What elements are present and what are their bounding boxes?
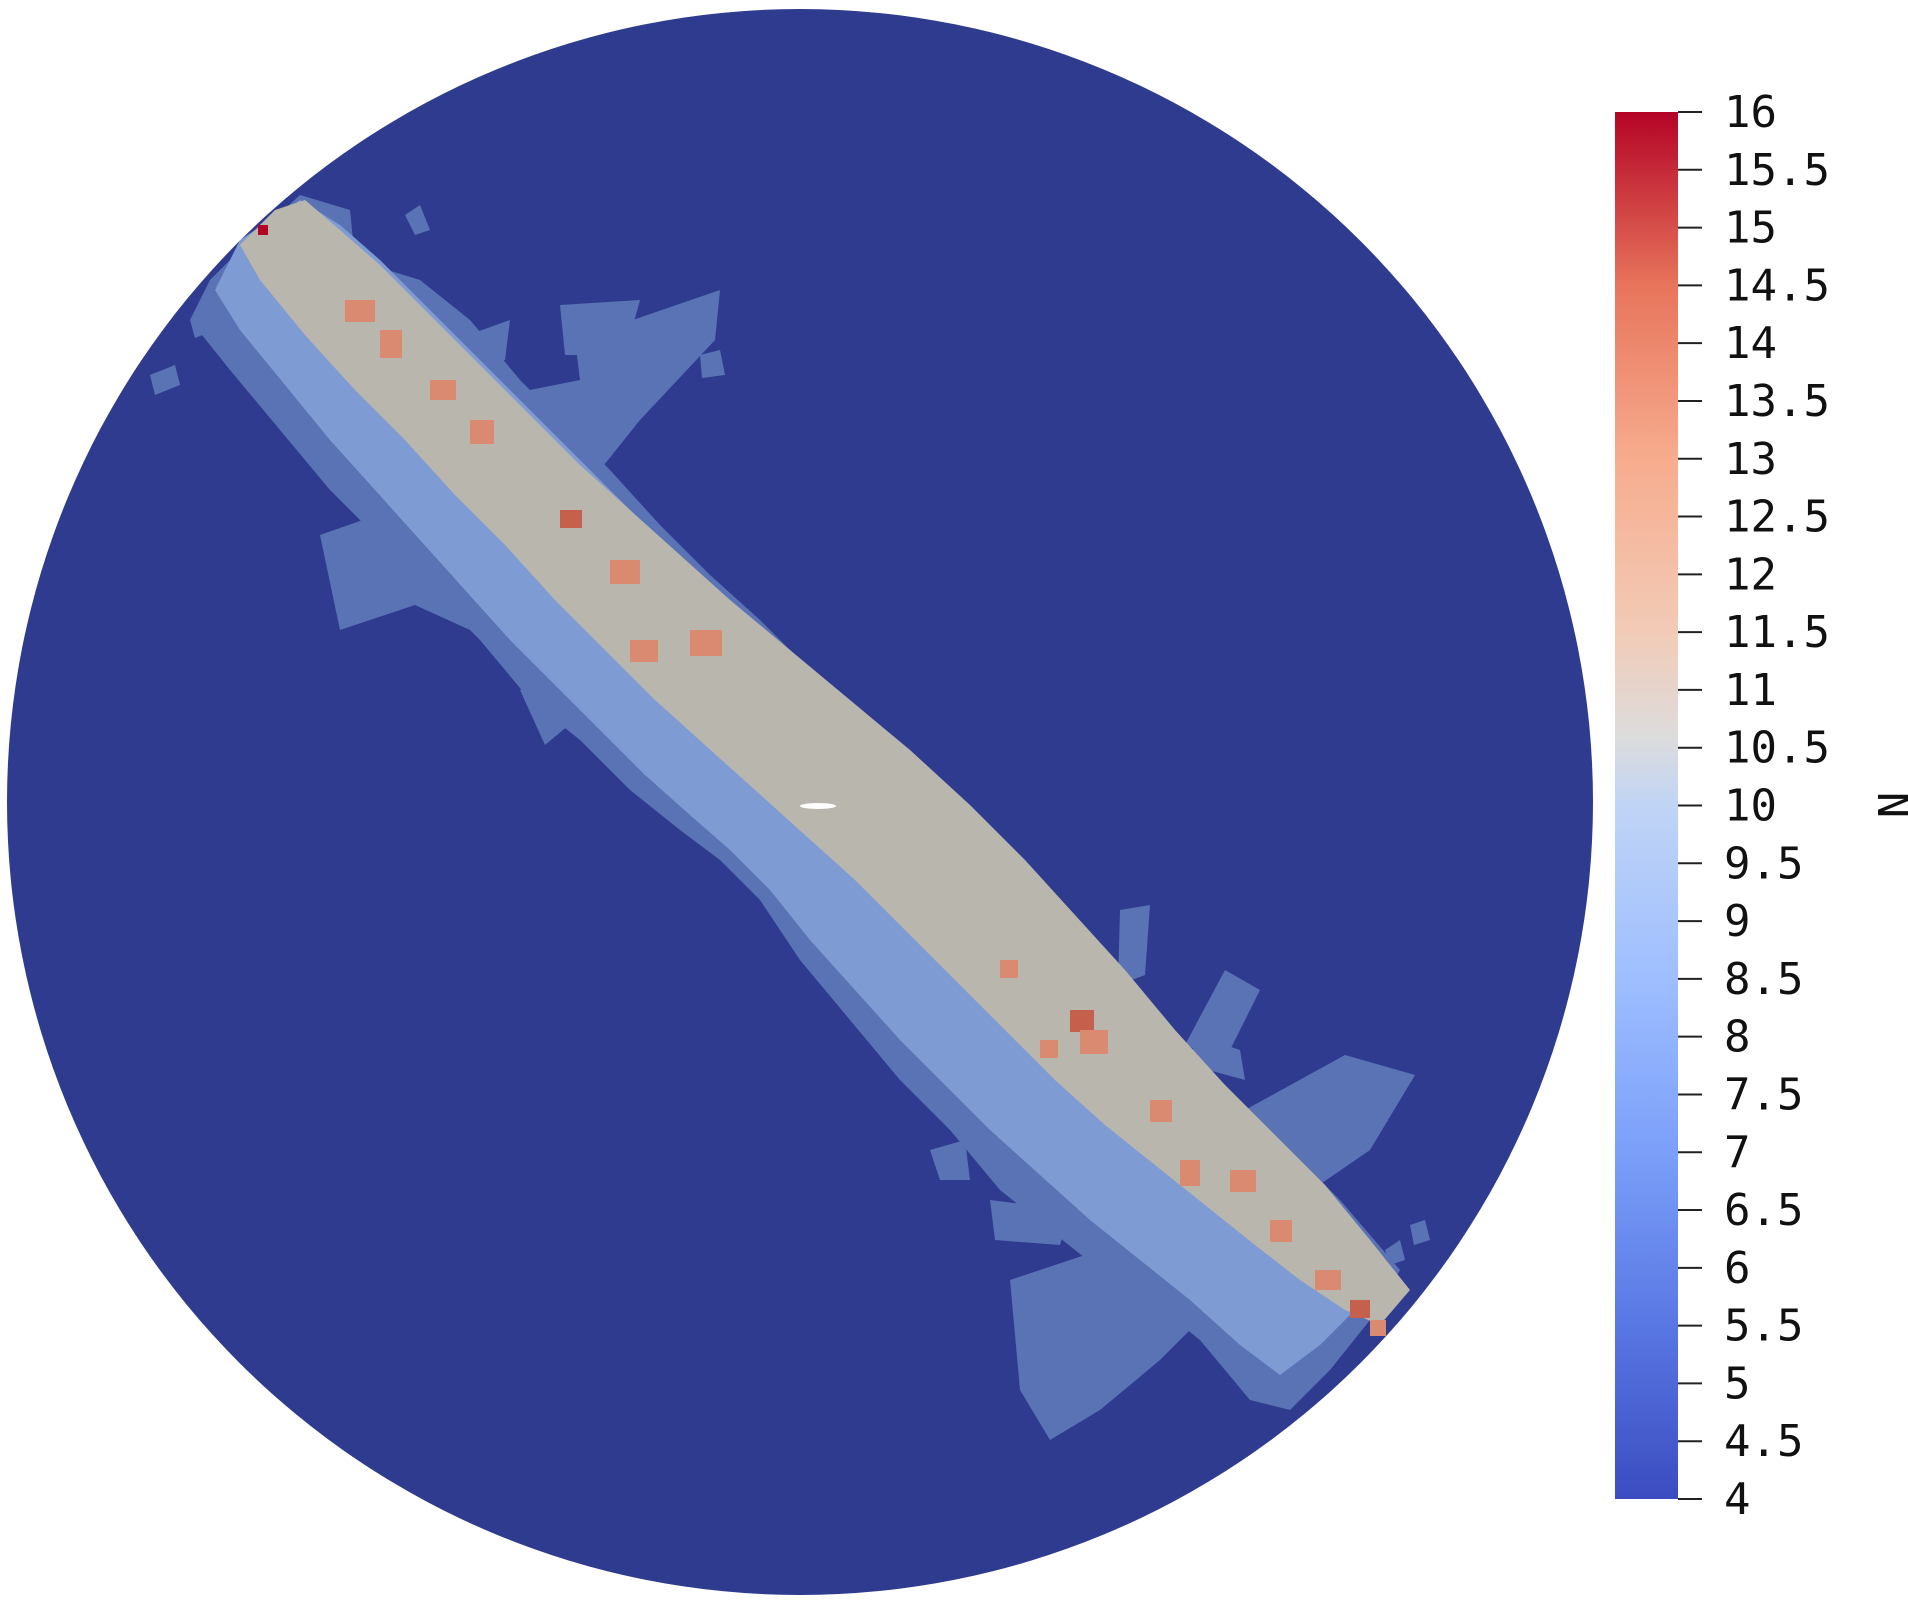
- disk-field: [7, 9, 1593, 1595]
- colorbar-tick-label: 7: [1724, 1127, 1751, 1178]
- hot-spot: [430, 380, 456, 400]
- colorbar-title: N: [1867, 792, 1908, 819]
- colorbar-tick-label: 5: [1724, 1358, 1751, 1409]
- colorbar-tick-label: 12: [1724, 549, 1777, 600]
- halo-patch: [1118, 905, 1150, 985]
- halo-patch: [1185, 970, 1260, 1060]
- hot-spot: [1080, 1030, 1108, 1054]
- colorbar-tick-label: 4.5: [1724, 1416, 1803, 1467]
- refinement-band: [240, 200, 1410, 1325]
- colorbar-tick-label: 13.5: [1724, 376, 1830, 427]
- airfoil-hole: [800, 803, 836, 809]
- colorbar-tick-label: 16: [1724, 87, 1777, 138]
- hot-spot: [1070, 1010, 1094, 1032]
- halo-patch: [405, 205, 430, 235]
- hot-spot: [1370, 1320, 1386, 1336]
- colorbar-tick-label: 15.5: [1724, 145, 1830, 196]
- colorbar-tick-label: 9.5: [1724, 838, 1803, 889]
- halo-patch: [700, 350, 725, 378]
- hot-spot: [560, 510, 582, 528]
- colorbar-tick-label: 10.5: [1724, 723, 1830, 774]
- halo-patch: [930, 1140, 970, 1180]
- colorbar-tick-label: 5.5: [1724, 1301, 1803, 1352]
- hot-spot: [258, 225, 268, 235]
- hot-spot: [1230, 1170, 1256, 1192]
- colorbar-tick-label: 12.5: [1724, 492, 1830, 543]
- hot-spot: [690, 630, 722, 656]
- colorbar-tick-label: 4: [1724, 1474, 1751, 1525]
- colorbar-tick-label: 11.5: [1724, 607, 1830, 658]
- colorbar-tick-label: 7.5: [1724, 1069, 1803, 1120]
- colorbar-tick-label: 8: [1724, 1012, 1751, 1063]
- colorbar-tick-label: 13: [1724, 434, 1777, 485]
- colorbar-tick-label: 9: [1724, 896, 1751, 947]
- colorbar-tick-label: 10: [1724, 781, 1777, 832]
- hot-spot: [1180, 1160, 1200, 1186]
- colorbar-tick-label: 14.5: [1724, 260, 1830, 311]
- halo-patch: [150, 365, 180, 395]
- halo-patch: [560, 300, 640, 355]
- colorbar-tick-label: 15: [1724, 203, 1777, 254]
- hot-spots: [258, 225, 1386, 1336]
- colorbar-tick-label: 11: [1724, 665, 1777, 716]
- hot-spot: [470, 420, 494, 444]
- colorbar-tick-label: 6: [1724, 1243, 1751, 1294]
- refined-region: [150, 195, 1430, 1440]
- colorbar-ticks: 16 15.5 15 14.5 14 13.5 13 12.5 12 11.5 11 10.5 10 9.…: [1678, 87, 1830, 1525]
- hot-spot: [630, 640, 658, 662]
- colorbar: 16 15.5 15 14.5 14 13.5 13 12.5 12 11.5 11 10.5 10 9.…: [1615, 87, 1908, 1525]
- colorbar-tick-label: 6.5: [1724, 1185, 1803, 1236]
- hot-spot: [380, 330, 402, 358]
- hot-spot: [1270, 1220, 1292, 1242]
- hot-spot: [1000, 960, 1018, 978]
- colorbar-gradient: [1615, 112, 1678, 1499]
- hot-spot: [1040, 1040, 1058, 1058]
- colorbar-tick-label: 8.5: [1724, 954, 1803, 1005]
- halo-patch: [1410, 1220, 1430, 1245]
- hot-spot: [1150, 1100, 1172, 1122]
- hot-spot: [345, 300, 375, 322]
- hot-spot: [1315, 1270, 1341, 1290]
- hot-spot: [610, 560, 640, 584]
- hot-spot: [1350, 1300, 1370, 1318]
- colorbar-tick-label: 14: [1724, 318, 1777, 369]
